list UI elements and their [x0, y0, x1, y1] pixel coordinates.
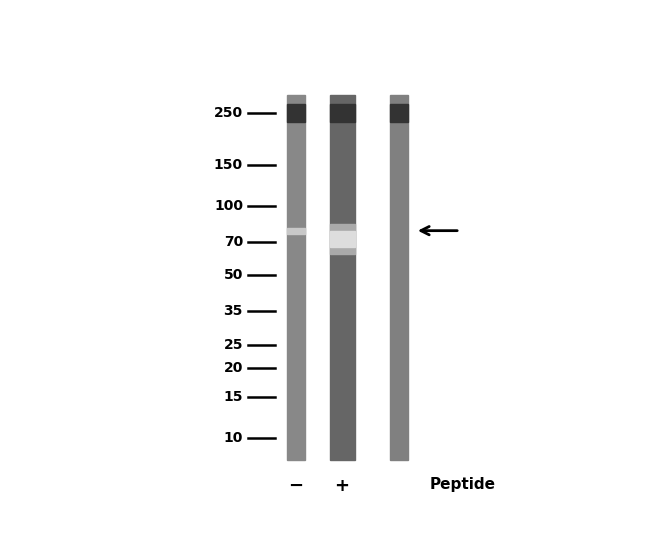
Text: Peptide: Peptide [430, 477, 496, 492]
Bar [287, 104, 305, 122]
Text: 50: 50 [224, 268, 243, 283]
Bar [390, 104, 408, 122]
Text: −: − [289, 477, 304, 495]
Bar [330, 95, 355, 460]
Text: 100: 100 [214, 199, 243, 213]
Text: 150: 150 [214, 158, 243, 172]
Text: +: + [335, 477, 350, 495]
Bar [287, 95, 305, 460]
Text: 20: 20 [224, 361, 243, 375]
Text: 25: 25 [224, 338, 243, 352]
Text: 10: 10 [224, 431, 243, 444]
Bar [330, 224, 355, 254]
Bar [287, 228, 305, 234]
Text: 35: 35 [224, 304, 243, 318]
Text: 250: 250 [214, 106, 243, 120]
Text: 15: 15 [224, 390, 243, 404]
Bar [390, 95, 408, 460]
Bar [330, 104, 355, 122]
Bar [330, 230, 355, 247]
Text: 70: 70 [224, 234, 243, 249]
